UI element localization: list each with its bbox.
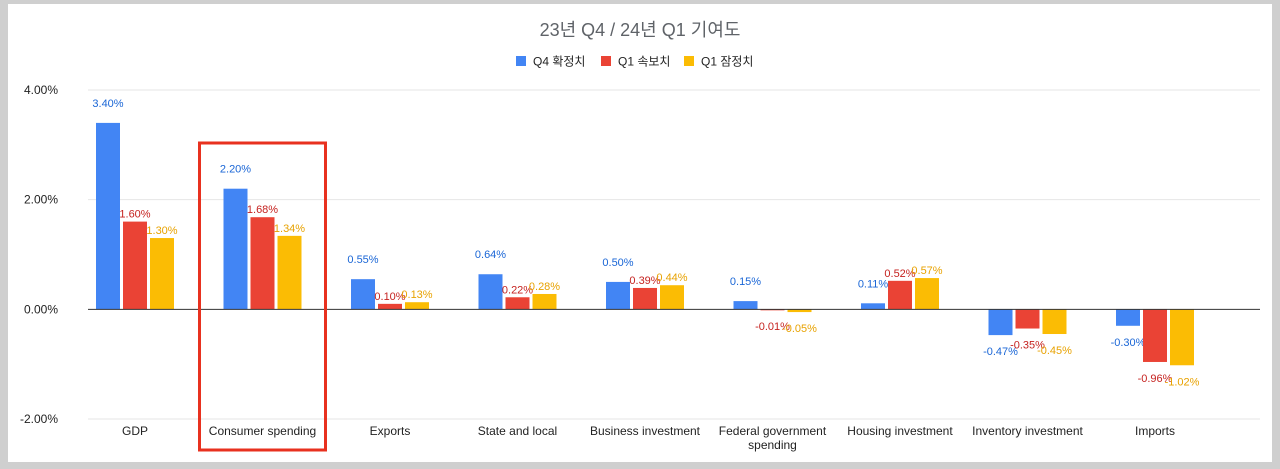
legend-label-2: Q1 속보치 <box>618 55 670 69</box>
data-label: 0.22% <box>502 284 533 296</box>
bar <box>378 303 402 310</box>
x-tick-label: Business investment <box>590 424 701 438</box>
x-tick-label: Imports <box>1135 424 1175 438</box>
legend-label-3: Q1 잠정치 <box>701 55 753 69</box>
bar <box>532 293 557 310</box>
x-tick-label: GDP <box>122 424 148 438</box>
x-tick-label: Federal government <box>719 424 827 438</box>
legend-swatch-1 <box>516 56 526 66</box>
data-label: -0.45% <box>1037 345 1072 357</box>
bar <box>606 281 630 310</box>
bar <box>250 217 275 310</box>
data-label: 0.44% <box>656 272 687 284</box>
data-label: -0.96% <box>1138 373 1173 385</box>
bar <box>988 309 1013 336</box>
y-tick-label: 2.00% <box>24 193 58 207</box>
data-label: -0.05% <box>782 323 817 335</box>
data-label: -0.30% <box>1111 337 1146 349</box>
y-tick-label: 4.00% <box>24 83 58 97</box>
data-label: 1.60% <box>119 209 150 221</box>
bar <box>787 309 812 313</box>
data-label: 0.52% <box>884 268 915 280</box>
chart-title: 23년 Q4 / 24년 Q1 기여도 <box>540 20 741 40</box>
x-tick-label: spending <box>748 438 797 452</box>
bar <box>223 188 248 310</box>
bar <box>277 235 302 310</box>
data-label: 0.64% <box>475 249 506 261</box>
data-label: -0.35% <box>1010 340 1045 352</box>
highlight-box <box>198 141 327 452</box>
bar <box>123 221 147 310</box>
legend-swatch-2 <box>601 56 611 66</box>
bar <box>915 278 939 310</box>
legend-swatch-3 <box>684 56 694 66</box>
data-label: 0.10% <box>374 291 405 303</box>
x-tick-label: Inventory investment <box>972 424 1083 438</box>
x-tick-label: State and local <box>478 424 557 438</box>
data-label: 0.15% <box>730 276 761 288</box>
y-tick-label: -2.00% <box>20 412 58 426</box>
data-label: 1.68% <box>247 204 278 216</box>
bar <box>150 238 174 310</box>
bar <box>733 301 758 310</box>
data-label: 0.57% <box>911 265 942 277</box>
data-label: 0.55% <box>347 254 378 266</box>
legend-label-1: Q4 확정치 <box>533 55 585 69</box>
data-label: 0.50% <box>602 257 633 269</box>
bar <box>478 274 503 310</box>
data-label: 2.20% <box>220 164 251 176</box>
bar <box>888 280 912 310</box>
y-tick-label: 0.00% <box>24 302 58 316</box>
bar <box>405 302 429 310</box>
data-label: 0.11% <box>858 278 889 290</box>
bar <box>505 297 530 310</box>
bar-chart: 23년 Q4 / 24년 Q1 기여도 Q4 확정치 Q1 속보치 Q1 잠정치 4.0… <box>20 20 1260 452</box>
data-label: 0.39% <box>629 275 660 287</box>
data-label: -0.47% <box>983 346 1018 358</box>
data-label: -0.01% <box>755 321 790 333</box>
data-label: 0.13% <box>401 289 432 301</box>
data-label: 1.34% <box>274 223 305 235</box>
data-label: 1.30% <box>146 225 177 237</box>
bar <box>96 122 120 310</box>
data-label: 3.40% <box>92 98 123 110</box>
bar <box>1116 309 1140 326</box>
bar <box>1015 309 1040 329</box>
chart-frame: 23년 Q4 / 24년 Q1 기여도 Q4 확정치 Q1 속보치 Q1 잠정치 4.0… <box>8 4 1272 462</box>
x-tick-label: Housing investment <box>847 424 953 438</box>
data-label: -1.02% <box>1165 376 1200 388</box>
bar <box>1143 309 1167 362</box>
bar <box>861 303 885 310</box>
bar <box>633 287 657 310</box>
bar <box>1170 309 1194 366</box>
bar <box>351 279 375 310</box>
bar <box>660 285 684 310</box>
x-tick-label: Exports <box>370 424 411 438</box>
x-tick-label: Consumer spending <box>209 424 316 438</box>
bar <box>1042 309 1067 335</box>
data-label: 0.28% <box>529 281 560 293</box>
